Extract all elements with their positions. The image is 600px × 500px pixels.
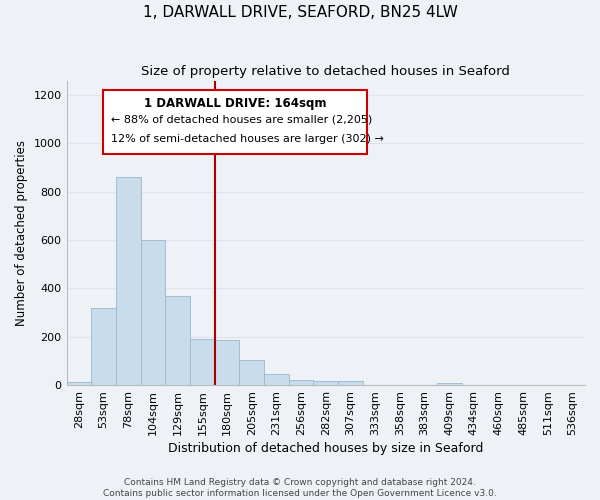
Bar <box>165 296 190 385</box>
Text: 1 DARWALL DRIVE: 164sqm: 1 DARWALL DRIVE: 164sqm <box>144 98 326 110</box>
Bar <box>437 382 461 385</box>
Bar <box>116 177 140 385</box>
Bar <box>91 308 116 385</box>
FancyBboxPatch shape <box>103 90 367 154</box>
Bar <box>338 380 363 385</box>
Text: 12% of semi-detached houses are larger (302) →: 12% of semi-detached houses are larger (… <box>110 134 383 144</box>
Bar <box>140 240 165 385</box>
Y-axis label: Number of detached properties: Number of detached properties <box>15 140 28 326</box>
Bar <box>289 380 313 385</box>
Text: 1, DARWALL DRIVE, SEAFORD, BN25 4LW: 1, DARWALL DRIVE, SEAFORD, BN25 4LW <box>143 5 457 20</box>
Bar <box>313 380 338 385</box>
Bar <box>190 339 215 385</box>
Bar <box>67 382 91 385</box>
Text: ← 88% of detached houses are smaller (2,205): ← 88% of detached houses are smaller (2,… <box>110 114 372 124</box>
Bar <box>215 340 239 385</box>
Bar <box>264 374 289 385</box>
Title: Size of property relative to detached houses in Seaford: Size of property relative to detached ho… <box>142 65 510 78</box>
Bar <box>239 360 264 385</box>
Text: Contains HM Land Registry data © Crown copyright and database right 2024.
Contai: Contains HM Land Registry data © Crown c… <box>103 478 497 498</box>
X-axis label: Distribution of detached houses by size in Seaford: Distribution of detached houses by size … <box>168 442 484 455</box>
